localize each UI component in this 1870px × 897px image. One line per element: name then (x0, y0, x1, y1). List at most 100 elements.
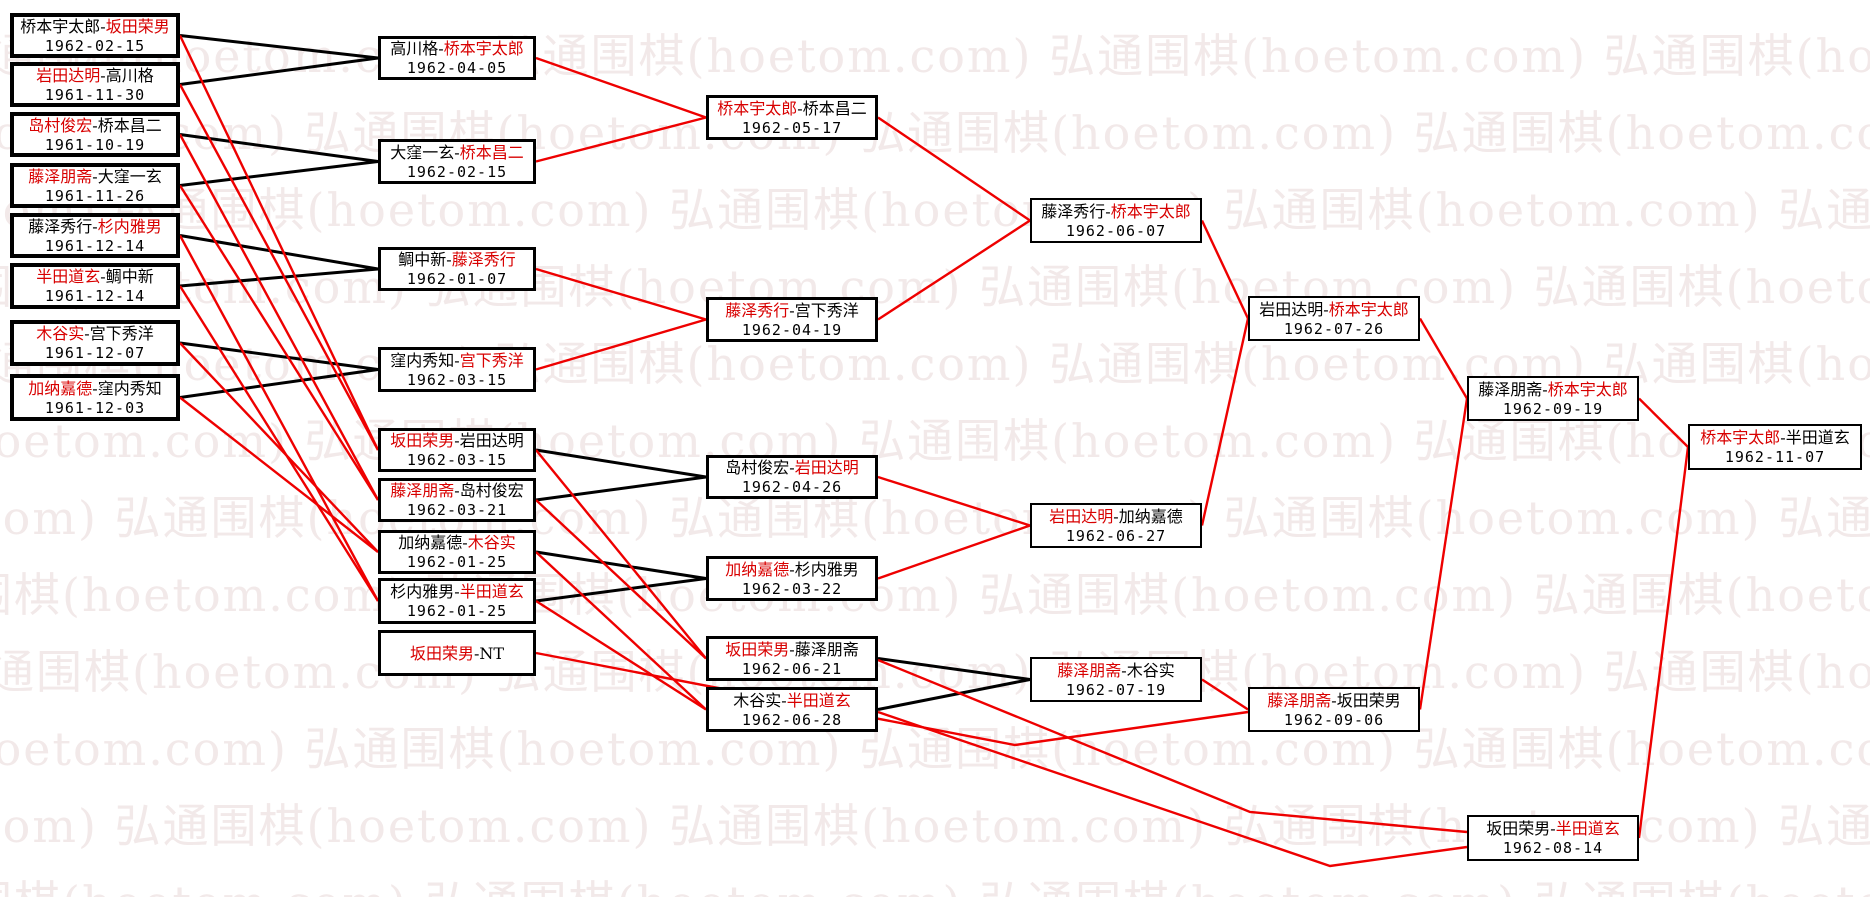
players-line: 鲷中新-藤泽秀行 (381, 249, 533, 270)
match-box-m7[interactable]: 木谷实-宫下秀洋 1961-12-07 (10, 320, 180, 366)
match-box-m26[interactable]: 藤泽朋斋-木谷实 1962-07-19 (1030, 657, 1202, 702)
players-line: 高川格-桥本宇太郎 (381, 38, 533, 59)
players-separator: - (454, 350, 460, 370)
match-box-m2[interactable]: 岩田达明-高川格 1961-11-30 (10, 62, 180, 107)
players-separator: - (473, 643, 480, 663)
match-box-m29[interactable]: 藤泽朋斋-桥本宇太郎 1962-09-19 (1467, 376, 1639, 421)
player2-name: 木谷实 (467, 533, 516, 552)
players-line: 杉内雅男-半田道玄 (381, 581, 533, 602)
players-separator: - (454, 582, 460, 601)
player1-name: 加纳嘉德 (398, 533, 463, 552)
match-box-m8[interactable]: 加纳嘉德-窪内秀知 1961-12-03 (10, 374, 180, 421)
match-date: 1962-08-14 (1502, 839, 1604, 857)
players-line: 大窪一玄-桥本昌二 (381, 142, 533, 163)
match-box-m10[interactable]: 大窪一玄-桥本昌二 1962-02-15 (378, 139, 536, 184)
match-box-m13[interactable]: 坂田荣男-岩田达明 1962-03-15 (378, 428, 536, 472)
players-line: 藤泽朋斋-木谷实 (1032, 660, 1200, 681)
match-date: 1962-06-07 (1065, 221, 1167, 240)
player2-name: 半田道玄 (1785, 428, 1850, 447)
players-line: 岛村俊宏-岩田达明 (709, 457, 875, 478)
connector-line-m13-m20 (535, 448, 707, 479)
players-line: 岛村俊宏-桥本昌二 (14, 115, 176, 136)
players-line: 岩田达明-高川格 (14, 65, 176, 86)
match-box-m24[interactable]: 藤泽秀行-桥本宇太郎 1962-06-07 (1030, 198, 1202, 243)
match-box-m20[interactable]: 岛村俊宏-岩田达明 1962-04-26 (706, 455, 878, 499)
match-box-m25[interactable]: 岩田达明-加纳嘉德 1962-06-27 (1030, 503, 1202, 548)
players-separator: - (789, 559, 795, 579)
match-date: 1962-02-15 (44, 36, 146, 55)
match-box-m31[interactable]: 桥本宇太郎-半田道玄 1962-11-07 (1688, 424, 1862, 470)
match-date: 1962-01-25 (406, 602, 508, 620)
player2-name: 半田道玄 (1555, 819, 1620, 838)
player2-name: 桥本昌二 (459, 142, 524, 162)
player2-name: 半田道玄 (459, 582, 524, 601)
players-line: 桥本宇太郎-半田道玄 (1690, 427, 1860, 448)
players-separator: - (781, 690, 787, 710)
match-box-m15[interactable]: 加纳嘉德-木谷实 1962-01-25 (378, 530, 536, 574)
connector-line-m29-m31 (1638, 397, 1689, 448)
watermark-text: 弘通围棋(hoetom.com) 弘通围棋(hoetom.com) 弘通围棋(h… (0, 645, 1870, 699)
match-box-m28[interactable]: 藤泽朋斋-坂田荣男 1962-09-06 (1248, 687, 1420, 732)
players-line: 藤泽朋斋-坂田荣男 (1250, 690, 1418, 711)
match-box-m9[interactable]: 高川格-桥本宇太郎 1962-04-05 (378, 36, 536, 80)
players-line: 藤泽朋斋-岛村俊宏 (381, 480, 533, 501)
match-box-m5[interactable]: 藤泽秀行-杉内雅男 1961-12-14 (10, 213, 180, 258)
player1-name: 藤泽秀行 (725, 300, 790, 320)
player1-name: 加纳嘉德 (725, 559, 790, 579)
match-box-m21[interactable]: 加纳嘉德-杉内雅男 1962-03-22 (706, 556, 878, 601)
player1-name: 桥本宇太郎 (717, 98, 798, 118)
match-box-m19[interactable]: 藤泽秀行-宫下秀洋 1962-04-19 (706, 297, 878, 342)
players-separator: - (100, 65, 106, 85)
players-separator: - (797, 98, 803, 118)
player2-name: 藤泽朋斋 (794, 639, 859, 659)
player2-name: 高川格 (105, 65, 154, 85)
player1-name: 藤泽秀行 (28, 216, 93, 236)
match-date: 1961-11-26 (44, 186, 146, 205)
match-box-m18[interactable]: 桥本宇太郎-桥本昌二 1962-05-17 (706, 95, 878, 140)
match-box-m1[interactable]: 桥本宇太郎-坂田荣男 1962-02-15 (10, 13, 180, 58)
match-box-m22[interactable]: 坂田荣男-藤泽朋斋 1962-06-21 (706, 636, 878, 681)
watermark-text: 弘通围棋(hoetom.com) 弘通围棋(hoetom.com) 弘通围棋(h… (0, 260, 1870, 314)
player2-name: 加纳嘉德 (1118, 506, 1183, 526)
match-date: 1961-12-03 (44, 398, 146, 417)
match-box-m12[interactable]: 窪内秀知-宫下秀洋 1962-03-15 (378, 347, 536, 392)
connector-line-m2-m13 (178, 83, 380, 451)
player1-name: 藤泽秀行 (1041, 201, 1106, 221)
players-line: 岩田达明-加纳嘉德 (1032, 506, 1200, 527)
match-box-m14[interactable]: 藤泽朋斋-岛村俊宏 1962-03-21 (378, 478, 536, 522)
player2-name: 桥本宇太郎 (1328, 299, 1409, 319)
match-box-m6[interactable]: 半田道玄-鲷中新 1961-12-14 (10, 263, 180, 309)
players-line: 坂田荣男-半田道玄 (1469, 818, 1637, 839)
match-box-m11[interactable]: 鲷中新-藤泽秀行 1962-01-07 (378, 247, 536, 291)
players-separator: - (100, 16, 106, 36)
connector-line-m10-m18 (535, 116, 707, 163)
players-separator: - (438, 39, 444, 58)
player1-name: 坂田荣男 (409, 643, 474, 663)
connector-line-m18-m24 (877, 116, 1031, 222)
players-line: 坂田荣男-岩田达明 (381, 430, 533, 451)
match-date: 1961-11-30 (44, 85, 146, 104)
connector-line-m14-m22 (535, 499, 707, 660)
match-box-m23[interactable]: 木谷实-半田道玄 1962-06-28 (706, 687, 878, 732)
match-box-m4[interactable]: 藤泽朋斋-大窪一玄 1961-11-26 (10, 163, 180, 208)
match-date: 1962-03-21 (406, 501, 508, 519)
connector-line-m26-m28 (1201, 678, 1249, 711)
player2-name: 半田道玄 (786, 690, 851, 710)
connector-line-m7-m15 (179, 342, 379, 553)
player2-name: 宫下秀洋 (794, 300, 859, 320)
connector-line-m17-m28 (535, 651, 1249, 747)
player1-name: 大窪一玄 (390, 142, 455, 162)
connector-line-m30-m31 (1637, 446, 1690, 839)
match-date: 1961-10-19 (44, 135, 146, 154)
player2-name: 杉内雅男 (794, 559, 859, 579)
match-box-m3[interactable]: 岛村俊宏-桥本昌二 1961-10-19 (10, 112, 180, 157)
match-box-m27[interactable]: 岩田达明-桥本宇太郎 1962-07-26 (1248, 296, 1420, 341)
player2-name: 宫下秀洋 (459, 350, 524, 370)
match-box-m16[interactable]: 杉内雅男-半田道玄 1962-01-25 (378, 578, 536, 624)
connector-line-m1-m13 (178, 34, 380, 451)
match-box-m17[interactable]: 坂田荣男-NT (378, 630, 536, 676)
match-box-m30[interactable]: 坂田荣男-半田道玄 1962-08-14 (1467, 815, 1639, 861)
connector-line-m8-m12 (179, 368, 379, 399)
